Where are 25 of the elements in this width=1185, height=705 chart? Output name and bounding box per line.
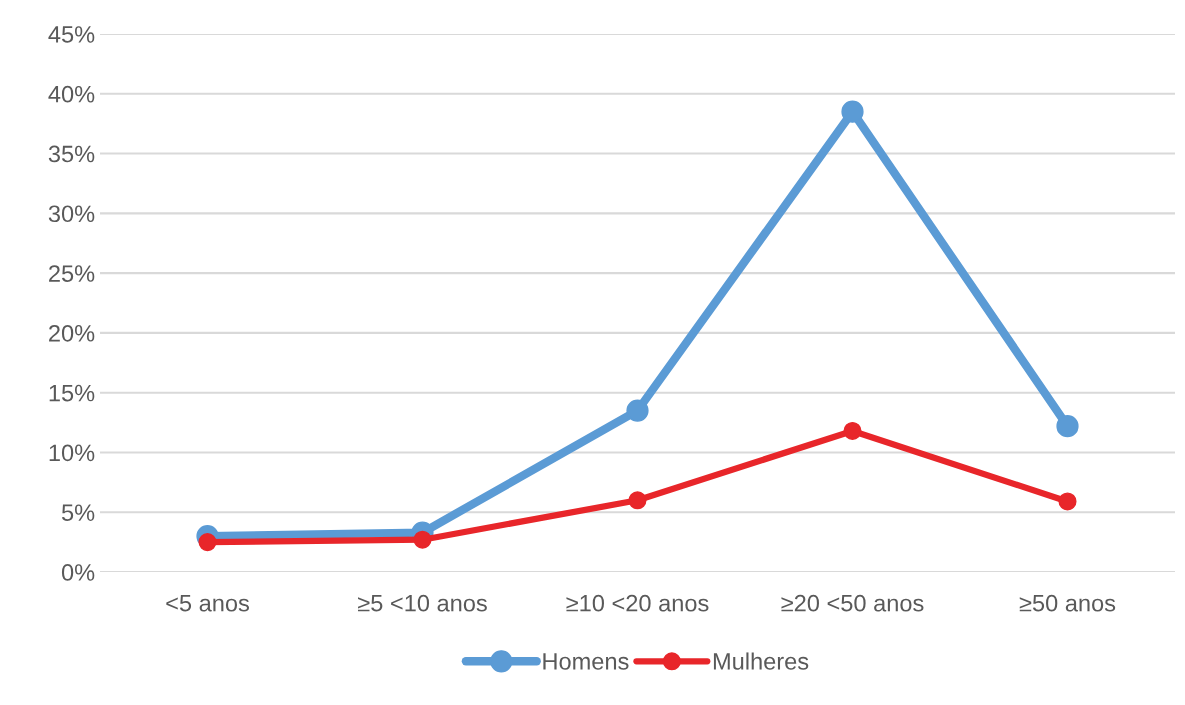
y-tick-label: 10% bbox=[49, 444, 95, 462]
x-tick-label: ≥10 <20 anos bbox=[566, 594, 709, 612]
y-tick-label: 25% bbox=[49, 265, 95, 282]
x-tick-label: ≥20 <50 anos bbox=[781, 594, 924, 612]
legend-label: Homens bbox=[543, 653, 629, 670]
point bbox=[1056, 415, 1079, 438]
y-tick-label: 20% bbox=[49, 324, 95, 342]
y-tick-label: 45% bbox=[48, 26, 95, 43]
y-tick-label: 0% bbox=[61, 564, 95, 581]
legend-label: Mulheres bbox=[713, 652, 809, 670]
point bbox=[841, 100, 864, 123]
point bbox=[1058, 492, 1077, 511]
x-tick-label: <5 anos bbox=[166, 595, 249, 612]
y-tick-label: 40% bbox=[48, 85, 95, 103]
x-tick-label: ≥5 <10 anos bbox=[358, 594, 487, 612]
y-tick-label: 15% bbox=[49, 384, 95, 402]
point bbox=[198, 533, 217, 552]
y-tick-label: 35% bbox=[48, 145, 95, 163]
point bbox=[843, 421, 862, 440]
y-tick-label: 30% bbox=[48, 205, 95, 223]
point bbox=[628, 491, 647, 510]
y-tick-label: 5% bbox=[61, 504, 95, 522]
x-tick-label: ≥50 anos bbox=[1019, 594, 1116, 612]
point bbox=[626, 399, 649, 422]
point bbox=[413, 530, 432, 549]
